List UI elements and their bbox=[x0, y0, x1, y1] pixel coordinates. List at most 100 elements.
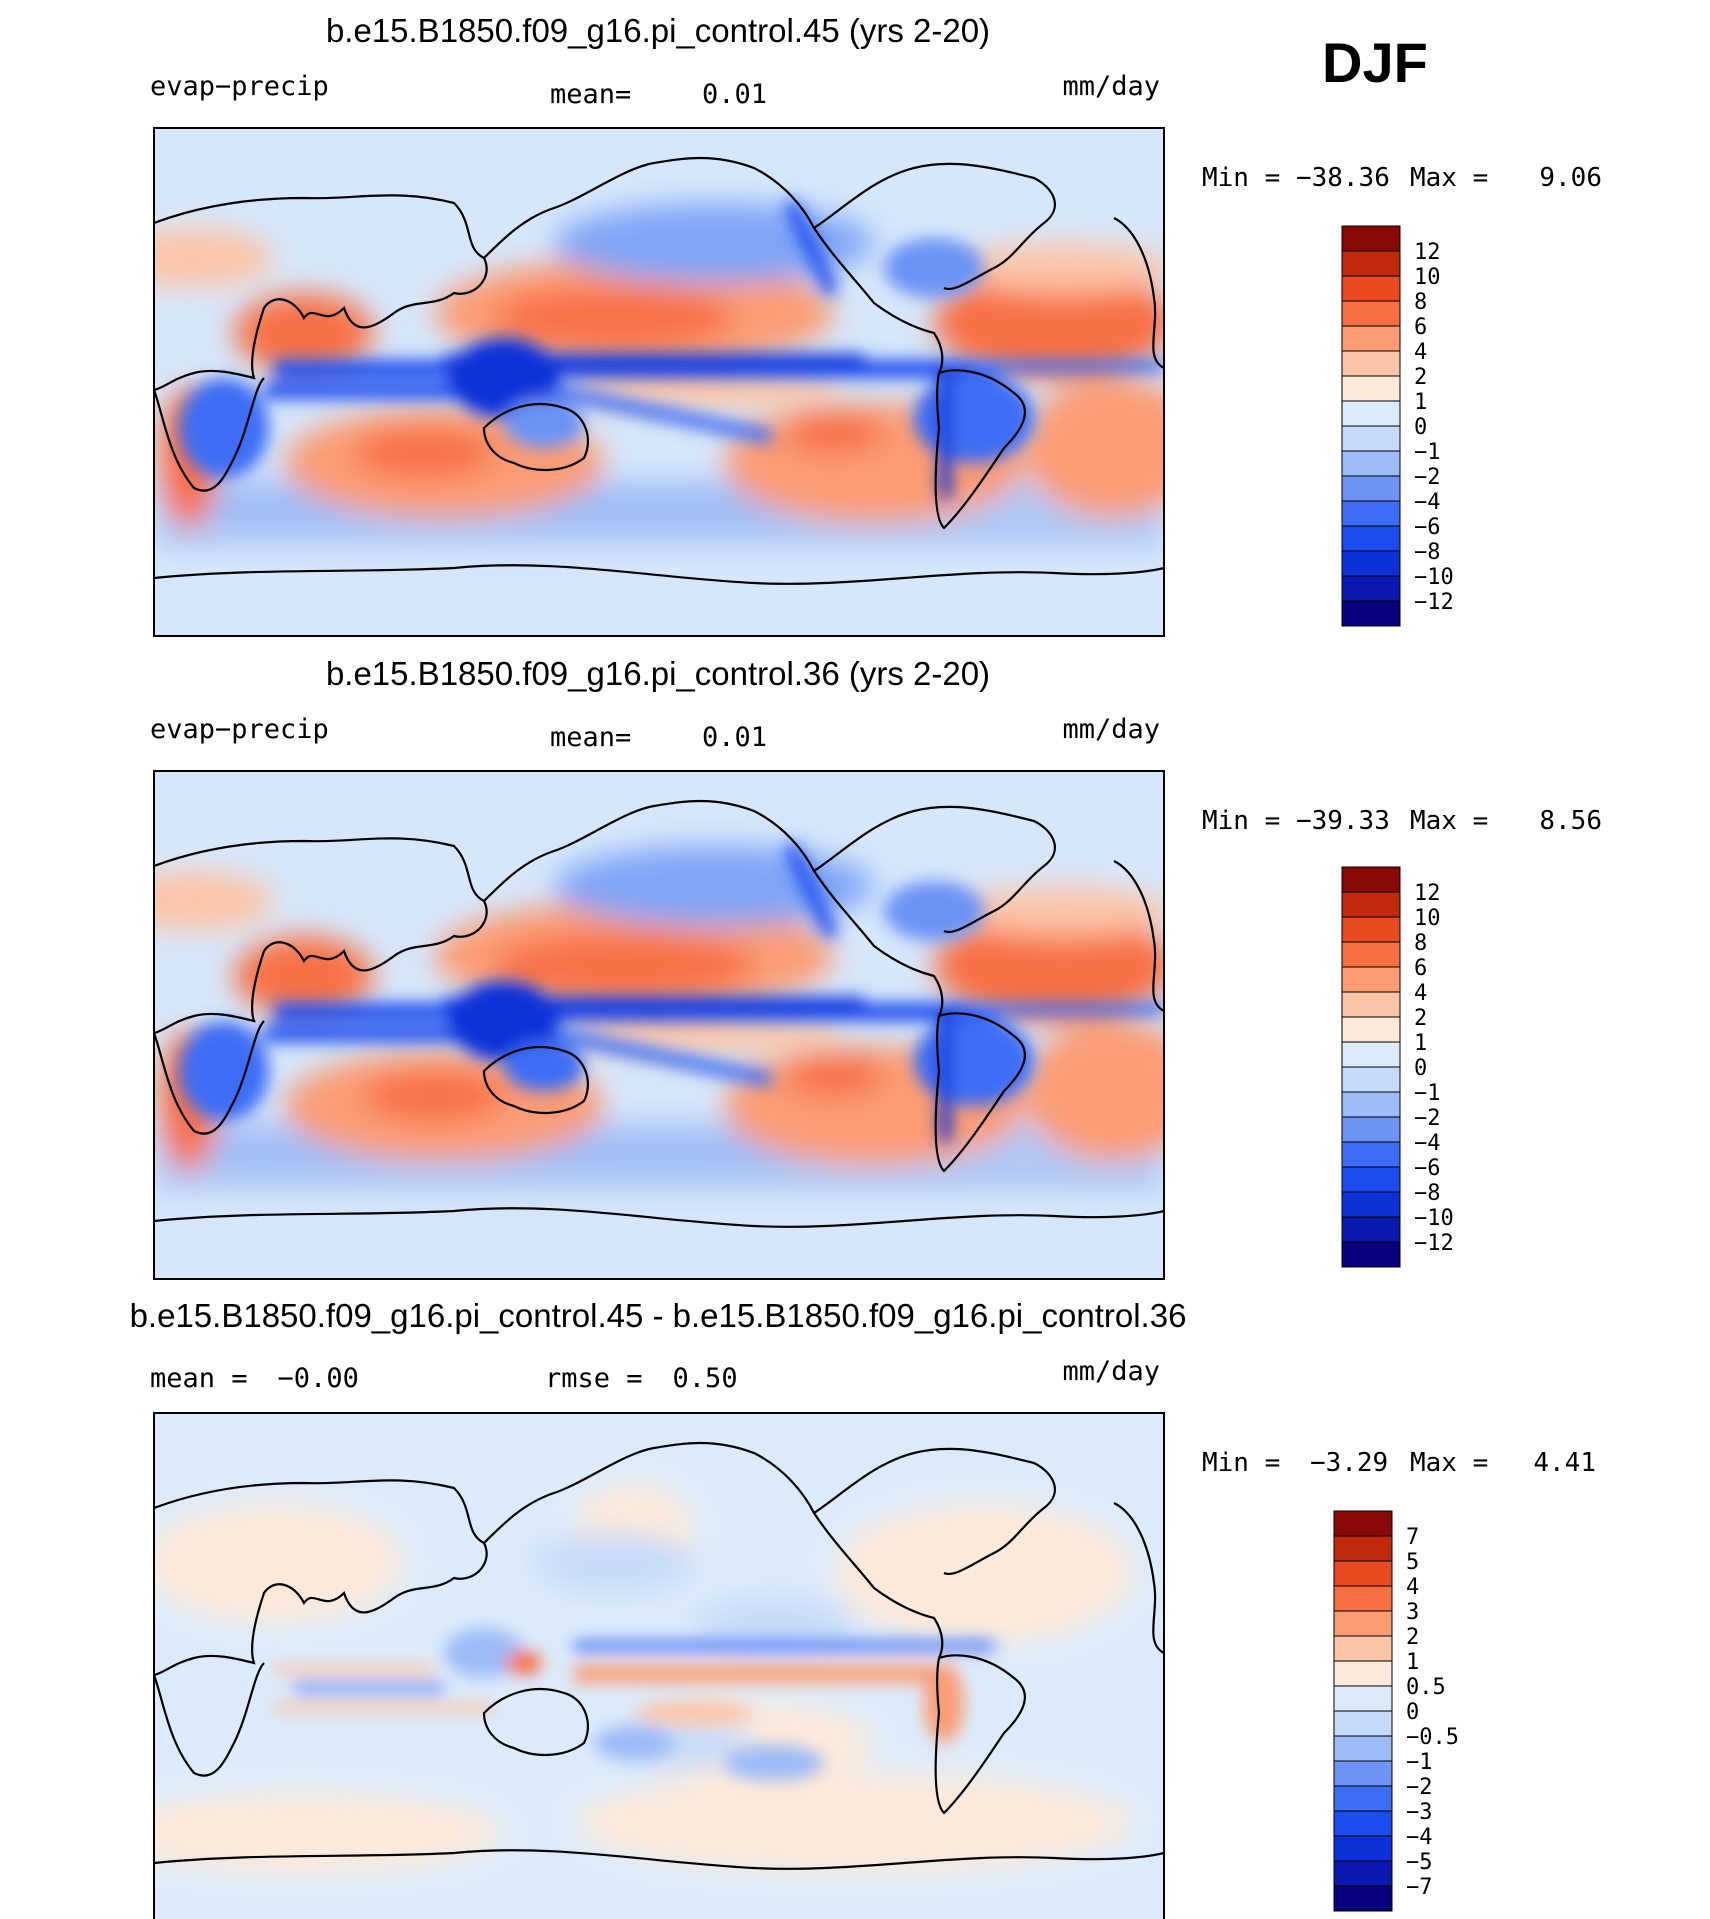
panel-1-colorbar-swatch bbox=[1341, 575, 1401, 602]
panel-3-colorbar-tick-label: 0.5 bbox=[1406, 1675, 1446, 1700]
panel-2-variable: evap−precip bbox=[150, 714, 329, 745]
panel-2-colorbar-tick-label: −4 bbox=[1414, 1131, 1441, 1156]
panel-3-colorbar-tick-label: 4 bbox=[1406, 1575, 1419, 1600]
panel-2-colorbar-swatch bbox=[1341, 1241, 1401, 1268]
panel-3-min-label: Min = −3.29 bbox=[1202, 1448, 1388, 1478]
panel-1-colorbar-swatch bbox=[1341, 425, 1401, 452]
panel-1-colorbar-swatch bbox=[1341, 475, 1401, 502]
panel-1-colorbar-tick-label: −10 bbox=[1414, 565, 1454, 590]
panel-1-colorbar-swatch bbox=[1341, 450, 1401, 477]
panel-2-coastlines bbox=[154, 799, 1164, 1228]
panel-2-colorbar-swatch bbox=[1341, 1116, 1401, 1143]
panel-1-colorbar-tick-label: 4 bbox=[1414, 340, 1427, 365]
panel-2-colorbar-swatch bbox=[1341, 966, 1401, 993]
panel-3-colorbar-tick-label: 1 bbox=[1406, 1650, 1419, 1675]
panel-2-colorbar-tick-label: −1 bbox=[1414, 1081, 1441, 1106]
panel-2-colorbar-swatch bbox=[1341, 1141, 1401, 1168]
panel-2-colorbar-swatch bbox=[1341, 1041, 1401, 1068]
panel-3: b.e15.B1850.f09_g16.pi_control.45 - b.e1… bbox=[130, 1297, 1596, 1919]
panel-1-colorbar-swatch bbox=[1341, 525, 1401, 552]
panel-3-colorbar-tick-label: −4 bbox=[1406, 1825, 1433, 1850]
panel-1-colorbar-tick-label: 10 bbox=[1414, 265, 1441, 290]
panel-2-colorbar-swatch bbox=[1341, 1166, 1401, 1193]
panel-3-colorbar-tick-label: 3 bbox=[1406, 1600, 1419, 1625]
panel-1-colorbar-tick-label: −6 bbox=[1414, 515, 1441, 540]
panel-3-colorbar-tick-label: −3 bbox=[1406, 1800, 1433, 1825]
panel-2-colorbar-tick-label: 1 bbox=[1414, 1031, 1427, 1056]
panel-1-colorbar-tick-label: −4 bbox=[1414, 490, 1441, 515]
panel-2-colorbar-tick-label: −2 bbox=[1414, 1106, 1441, 1131]
panel-1-colorbar-tick-label: −1 bbox=[1414, 440, 1441, 465]
panel-1: b.e15.B1850.f09_g16.pi_control.45 (yrs 2… bbox=[150, 12, 1602, 637]
panel-2-colorbar-swatch bbox=[1341, 1091, 1401, 1118]
panel-1-colorbar-swatch bbox=[1341, 225, 1401, 252]
panel-1-colorbar-tick-label: 6 bbox=[1414, 315, 1427, 340]
panel-3-colorbar-swatch bbox=[1333, 1685, 1393, 1712]
panel-3-title: b.e15.B1850.f09_g16.pi_control.45 - b.e1… bbox=[130, 1297, 1187, 1334]
panel-1-colorbar-tick-label: 2 bbox=[1414, 365, 1427, 390]
panel-1-colorbar-swatch bbox=[1341, 350, 1401, 377]
panel-1-mean-label: mean= bbox=[550, 79, 631, 110]
panel-1-max-value: 9.06 bbox=[1539, 163, 1602, 193]
panel-2-colorbar-tick-label: 10 bbox=[1414, 906, 1441, 931]
panel-3-coastlines bbox=[154, 1441, 1164, 1870]
panel-3-colorbar-swatch bbox=[1333, 1735, 1393, 1762]
panel-3-colorbar-swatch bbox=[1333, 1535, 1393, 1562]
panel-2-colorbar-swatch bbox=[1341, 1216, 1401, 1243]
panel-2-title: b.e15.B1850.f09_g16.pi_control.36 (yrs 2… bbox=[326, 655, 990, 692]
panel-3-colorbar-tick-label: 7 bbox=[1406, 1525, 1419, 1550]
panel-1-colorbar-swatch bbox=[1341, 375, 1401, 402]
panel-3-colorbar-tick-label: −0.5 bbox=[1406, 1725, 1459, 1750]
panel-3-colorbar-tick-label: 2 bbox=[1406, 1625, 1419, 1650]
panel-2-colorbar-swatch bbox=[1341, 916, 1401, 943]
panel-3-colorbar-tick-label: 5 bbox=[1406, 1550, 1419, 1575]
panel-2-units: mm/day bbox=[1062, 714, 1160, 745]
panel-2-mean-label: mean= bbox=[550, 722, 631, 753]
panel-3-max-value: 4.41 bbox=[1533, 1448, 1596, 1478]
panel-1-colorbar-tick-label: −2 bbox=[1414, 465, 1441, 490]
panel-1-colorbar-tick-label: 1 bbox=[1414, 390, 1427, 415]
panel-1-frame bbox=[153, 127, 1165, 637]
panel-2-max-label: Max = bbox=[1410, 806, 1488, 836]
panel-1-coastlines bbox=[154, 156, 1164, 585]
panel-2-colorbar-swatch bbox=[1341, 891, 1401, 918]
panel-3-colorbar-swatch bbox=[1333, 1560, 1393, 1587]
panel-2-colorbar-tick-label: −6 bbox=[1414, 1156, 1441, 1181]
panel-1-colorbar-tick-label: −12 bbox=[1414, 590, 1454, 615]
panel-2-colorbar-swatch bbox=[1341, 866, 1401, 893]
panel-2-colorbar-swatch bbox=[1341, 991, 1401, 1018]
panel-2-colorbar-swatch bbox=[1341, 1191, 1401, 1218]
panel-1-colorbar-swatch bbox=[1341, 400, 1401, 427]
panel-3-colorbar-swatch bbox=[1333, 1860, 1393, 1887]
panel-3-colorbar-swatch bbox=[1333, 1885, 1393, 1912]
panel-1-colorbar-swatch bbox=[1341, 600, 1401, 627]
panel-3-frame bbox=[153, 1412, 1165, 1919]
panel-1-colorbar-swatch bbox=[1341, 275, 1401, 302]
panel-3-colorbar-tick-label: −1 bbox=[1406, 1750, 1433, 1775]
panel-2-colorbar-swatch bbox=[1341, 941, 1401, 968]
panel-3-colorbar-tick-label: −2 bbox=[1406, 1775, 1433, 1800]
panel-1-units: mm/day bbox=[1062, 71, 1160, 102]
panel-1-title: b.e15.B1850.f09_g16.pi_control.45 (yrs 2… bbox=[326, 12, 990, 49]
panel-2-min-label: Min = −39.33 bbox=[1202, 806, 1390, 836]
panel-1-colorbar-swatch bbox=[1341, 550, 1401, 577]
panel-3-units: mm/day bbox=[1062, 1356, 1160, 1387]
panel-3-map bbox=[153, 1412, 1165, 1919]
panel-1-min-label: Min = −38.36 bbox=[1202, 163, 1390, 193]
panel-2-colorbar-tick-label: 8 bbox=[1414, 931, 1427, 956]
panel-3-colorbar-swatch bbox=[1333, 1835, 1393, 1862]
panel-1-max-label: Max = bbox=[1410, 163, 1488, 193]
panel-3-rmse-label: rmse = 0.50 bbox=[545, 1363, 738, 1394]
season-label: DJF bbox=[1322, 31, 1428, 94]
panel-3-colorbar-swatch bbox=[1333, 1635, 1393, 1662]
panel-3-colorbar-swatch bbox=[1333, 1810, 1393, 1837]
panel-2-colorbar-tick-label: 6 bbox=[1414, 956, 1427, 981]
panel-2-colorbar-tick-label: 12 bbox=[1414, 881, 1441, 906]
panel-2-colorbar-swatch bbox=[1341, 1066, 1401, 1093]
panel-3-colorbar-swatch bbox=[1333, 1660, 1393, 1687]
panel-1-colorbar-swatch bbox=[1341, 500, 1401, 527]
